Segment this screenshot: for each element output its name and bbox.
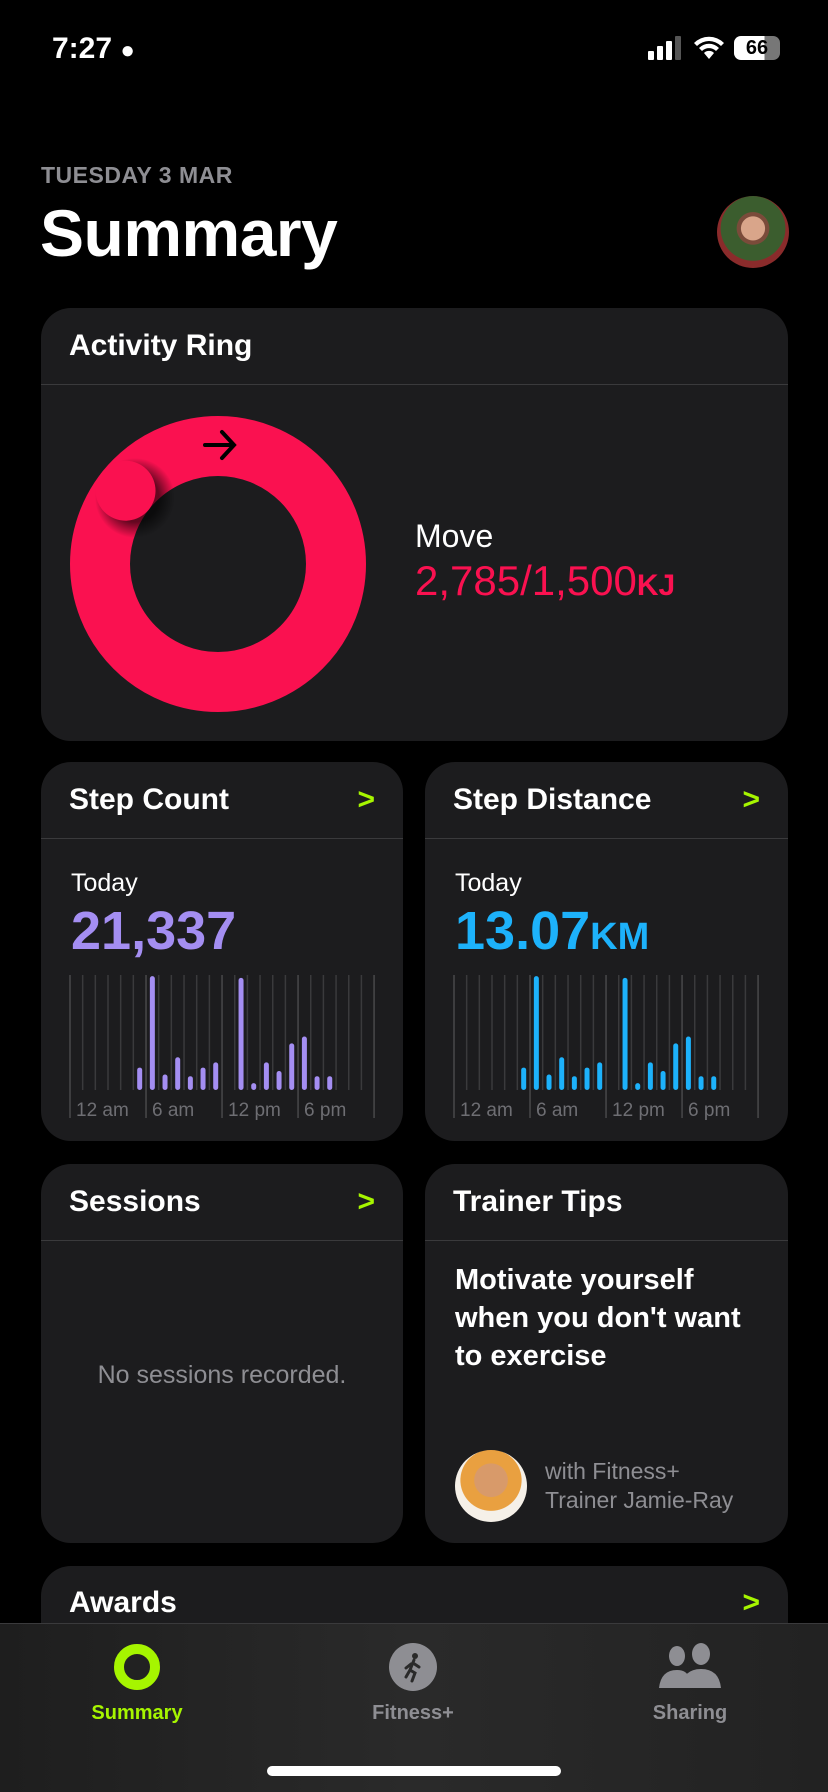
trainer-avatar <box>455 1450 527 1522</box>
step-distance-value: 13.07KM <box>455 901 650 961</box>
chart-bar <box>200 1067 206 1090</box>
tab-summary[interactable]: Summary <box>57 1642 217 1725</box>
chart-bar <box>263 1062 269 1090</box>
move-ring <box>70 416 366 712</box>
chart-bar <box>137 1067 143 1090</box>
chart-bar <box>251 1083 257 1090</box>
chart-x-label: 6 pm <box>688 1100 730 1121</box>
date-label: TUESDAY 3 MAR <box>41 162 233 188</box>
activity-ring-card[interactable]: Activity Ring Move 2,785/1,500KJ <box>41 308 788 741</box>
card-title: Step Count <box>69 783 229 816</box>
tip-headline: Motivate yourself when you don't want to… <box>455 1264 741 1372</box>
step-distance-card[interactable]: Step Distance > Today 13.07KM 12 am 6 am 12… <box>425 762 788 1141</box>
home-indicator <box>267 1766 561 1776</box>
activity-ring-icon <box>114 1644 160 1690</box>
battery-icon: 66 <box>734 36 780 60</box>
chart-bar <box>289 1043 295 1090</box>
chart-x-label: 12 am <box>76 1100 129 1121</box>
tab-label: Summary <box>91 1702 183 1724</box>
status-time: 7:27 ● <box>52 32 135 65</box>
chart-x-label: 12 pm <box>612 1100 665 1121</box>
chart-bar <box>698 1076 704 1090</box>
chart-bar <box>238 977 244 1090</box>
chart-bar <box>571 1076 577 1090</box>
period-label: Today <box>71 869 138 897</box>
move-label: Move <box>415 518 494 554</box>
tab-bar: Summary Fitness+ Sharing <box>0 1623 828 1792</box>
chart-bar <box>546 1074 552 1090</box>
sessions-card[interactable]: Sessions > No sessions recorded. <box>41 1164 403 1543</box>
chart-bar <box>711 1076 717 1090</box>
chart-bar <box>660 1071 666 1090</box>
card-title: Activity Ring <box>69 329 253 362</box>
tab-label: Fitness+ <box>372 1702 454 1724</box>
chart-bar <box>533 976 539 1090</box>
chart-bar <box>314 1076 320 1090</box>
ring-cap <box>95 460 156 521</box>
chevron-right-icon: > <box>357 1185 375 1218</box>
empty-sessions-text: No sessions recorded. <box>97 1361 347 1389</box>
chart-x-label: 6 am <box>536 1100 578 1121</box>
status-icons: 66 <box>648 36 780 60</box>
chevron-right-icon: > <box>742 1585 760 1619</box>
tab-sharing[interactable]: Sharing <box>610 1642 770 1725</box>
chart-bar <box>647 1062 653 1090</box>
step-distance-chart: 12 am 6 am 12 pm 6 pm <box>453 975 759 1121</box>
card-title: Step Distance <box>453 783 652 816</box>
chart-bar <box>162 1074 168 1090</box>
chart-bar <box>301 1036 307 1090</box>
chart-x-label: 6 am <box>152 1100 194 1121</box>
chart-bar <box>673 1043 679 1090</box>
chevron-right-icon: > <box>742 783 760 816</box>
move-value: 2,785/1,500KJ <box>415 557 676 604</box>
fitness-runner-icon <box>389 1643 437 1691</box>
person-icon: ● <box>120 37 135 64</box>
tab-fitness-plus[interactable]: Fitness+ <box>333 1642 493 1725</box>
step-count-chart: 12 am 6 am 12 pm 6 pm <box>69 975 375 1121</box>
card-title: Awards <box>69 1585 177 1619</box>
chart-bar <box>276 1071 282 1090</box>
chart-bar <box>685 1036 691 1090</box>
people-icon <box>659 1643 721 1688</box>
chart-bar <box>622 977 628 1090</box>
wifi-icon <box>694 36 724 59</box>
chart-bar <box>635 1083 641 1090</box>
chart-x-label: 12 pm <box>228 1100 281 1121</box>
chart-bar <box>175 1057 181 1090</box>
chart-bar <box>559 1057 565 1090</box>
chart-bar <box>149 976 155 1090</box>
avatar[interactable] <box>717 196 789 268</box>
chart-bar <box>521 1067 527 1090</box>
period-label: Today <box>455 869 522 897</box>
chart-x-label: 6 pm <box>304 1100 346 1121</box>
trainer-name: Trainer Jamie-Ray <box>545 1487 734 1513</box>
chart-x-label: 12 am <box>460 1100 513 1121</box>
card-title: Sessions <box>69 1185 201 1218</box>
trainer-line1: with Fitness+ <box>545 1458 680 1484</box>
arrow-icon <box>203 430 237 460</box>
chart-bar <box>327 1076 333 1090</box>
signal-icon <box>648 36 681 60</box>
chart-bar <box>187 1076 193 1090</box>
page-title: Summary <box>40 196 338 270</box>
trainer-tips-card[interactable]: Trainer Tips Motivate yourself when you … <box>425 1164 788 1543</box>
chevron-right-icon: > <box>357 783 375 816</box>
chart-bar <box>213 1062 219 1090</box>
card-title: Trainer Tips <box>453 1185 623 1218</box>
tab-label: Sharing <box>652 1702 728 1724</box>
step-count-card[interactable]: Step Count > Today 21,337 12 am 6 am 12 pm 6… <box>41 762 403 1141</box>
chart-bar <box>584 1067 590 1090</box>
chart-bar <box>597 1062 603 1090</box>
step-count-value: 21,337 <box>71 901 237 961</box>
